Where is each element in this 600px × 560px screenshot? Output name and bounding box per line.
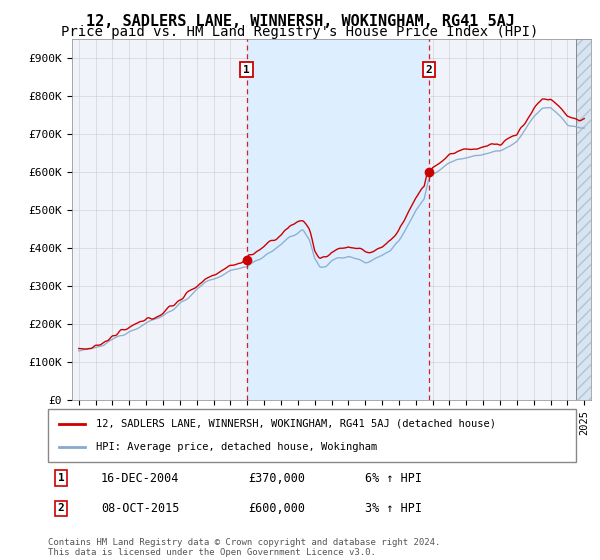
- Text: 3% ↑ HPI: 3% ↑ HPI: [365, 502, 422, 515]
- Text: HPI: Average price, detached house, Wokingham: HPI: Average price, detached house, Woki…: [95, 442, 377, 452]
- Text: 6% ↑ HPI: 6% ↑ HPI: [365, 472, 422, 484]
- Text: Contains HM Land Registry data © Crown copyright and database right 2024.
This d: Contains HM Land Registry data © Crown c…: [48, 538, 440, 557]
- Text: Price paid vs. HM Land Registry's House Price Index (HPI): Price paid vs. HM Land Registry's House …: [61, 25, 539, 39]
- Text: 12, SADLERS LANE, WINNERSH, WOKINGHAM, RG41 5AJ: 12, SADLERS LANE, WINNERSH, WOKINGHAM, R…: [86, 14, 514, 29]
- FancyBboxPatch shape: [48, 409, 576, 462]
- Text: 1: 1: [243, 64, 250, 74]
- Bar: [247, 39, 429, 400]
- Text: 2: 2: [58, 503, 65, 514]
- Text: 16-DEC-2004: 16-DEC-2004: [101, 472, 179, 484]
- Text: £600,000: £600,000: [248, 502, 305, 515]
- Text: £370,000: £370,000: [248, 472, 305, 484]
- Text: 1: 1: [58, 473, 65, 483]
- Text: 12, SADLERS LANE, WINNERSH, WOKINGHAM, RG41 5AJ (detached house): 12, SADLERS LANE, WINNERSH, WOKINGHAM, R…: [95, 419, 496, 429]
- Text: 08-OCT-2015: 08-OCT-2015: [101, 502, 179, 515]
- Text: 2: 2: [425, 64, 432, 74]
